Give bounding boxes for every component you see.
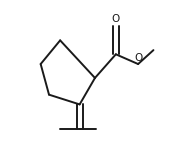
Text: O: O xyxy=(112,14,120,24)
Text: O: O xyxy=(135,53,143,63)
